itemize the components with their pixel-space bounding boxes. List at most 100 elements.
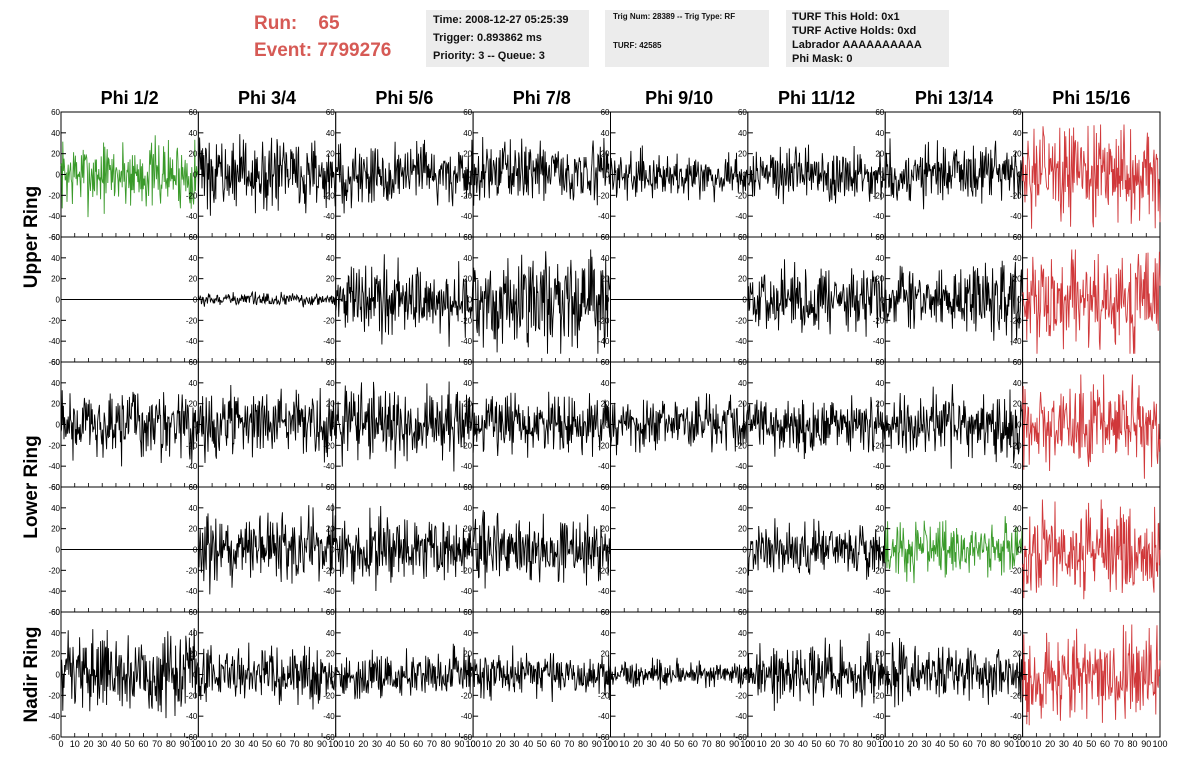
column-title: Phi 7/8 <box>513 88 571 108</box>
y-tick-label: 60 <box>326 358 335 367</box>
y-tick-label: 40 <box>51 379 60 388</box>
y-tick-label: 0 <box>56 296 61 305</box>
y-tick-label: 0 <box>468 171 473 180</box>
y-tick-label: 20 <box>738 150 747 159</box>
x-tick-label: 30 <box>509 739 519 749</box>
x-tick-label: 90 <box>317 739 327 749</box>
x-tick-label: 10 <box>482 739 492 749</box>
x-tick-label: 0 <box>745 739 750 749</box>
waveform-line <box>335 643 474 700</box>
y-tick-label: -40 <box>186 462 198 471</box>
x-tick-label: 60 <box>688 739 698 749</box>
x-tick-label: 20 <box>83 739 93 749</box>
y-tick-label: 20 <box>51 525 60 534</box>
y-tick-label: 0 <box>468 421 473 430</box>
turf-text: TURF: 42585 <box>613 41 662 50</box>
row-title: Upper Ring <box>21 186 42 288</box>
y-tick-label: 60 <box>738 608 747 617</box>
x-tick-label: 60 <box>138 739 148 749</box>
y-tick-label: 40 <box>326 129 335 138</box>
x-tick-label: 100 <box>603 739 618 749</box>
y-tick-label: -40 <box>323 712 335 721</box>
y-tick-label: -40 <box>461 712 473 721</box>
trig-num-text: Trig Num: 28389 -- Trig Type: RF <box>613 12 736 21</box>
x-tick-label: 40 <box>1073 739 1083 749</box>
x-tick-label: 20 <box>908 739 918 749</box>
y-tick-label: -60 <box>48 358 60 367</box>
y-tick-label: 20 <box>188 275 197 284</box>
column-title: Phi 3/4 <box>238 88 296 108</box>
y-tick-label: 40 <box>1013 129 1022 138</box>
y-tick-label: 0 <box>605 671 610 680</box>
y-tick-label: 40 <box>463 379 472 388</box>
x-tick-label: 80 <box>578 739 588 749</box>
y-tick-label: 0 <box>880 296 885 305</box>
y-tick-label: 40 <box>875 629 884 638</box>
x-tick-label: 70 <box>152 739 162 749</box>
y-tick-label: 20 <box>601 150 610 159</box>
x-tick-label: 60 <box>413 739 423 749</box>
y-tick-label: 0 <box>193 546 198 555</box>
y-tick-label: -20 <box>735 566 747 575</box>
y-tick-label: 20 <box>188 650 197 659</box>
y-tick-label: -20 <box>598 566 610 575</box>
y-tick-label: 0 <box>56 421 61 430</box>
y-tick-label: 60 <box>326 108 335 117</box>
waveform-line <box>884 516 1024 584</box>
y-tick-label: 40 <box>326 504 335 513</box>
y-tick-label: 40 <box>875 129 884 138</box>
x-tick-label: 50 <box>812 739 822 749</box>
y-tick-label: -20 <box>873 441 885 450</box>
x-tick-label: 100 <box>878 739 893 749</box>
x-tick-label: 30 <box>921 739 931 749</box>
y-tick-label: 60 <box>188 108 197 117</box>
y-tick-label: -40 <box>323 587 335 596</box>
y-tick-label: 40 <box>601 254 610 263</box>
y-tick-label: -40 <box>1010 462 1022 471</box>
y-tick-label: -60 <box>1010 733 1022 742</box>
waveform-line <box>1022 374 1161 479</box>
column-title: Phi 9/10 <box>645 88 713 108</box>
x-tick-label: 90 <box>454 739 464 749</box>
x-tick-label: 40 <box>111 739 121 749</box>
turf-active-holds-text: TURF Active Holds: 0xd <box>792 25 917 37</box>
y-tick-label: -20 <box>598 191 610 200</box>
x-tick-label: 10 <box>344 739 354 749</box>
y-tick-label: 20 <box>1013 400 1022 409</box>
y-tick-label: -40 <box>461 337 473 346</box>
column-title: Phi 1/2 <box>101 88 159 108</box>
x-tick-label: 30 <box>235 739 245 749</box>
y-tick-label: -60 <box>48 483 60 492</box>
y-tick-label: 60 <box>738 108 747 117</box>
x-tick-label: 90 <box>1141 739 1151 749</box>
y-tick-label: -20 <box>48 191 60 200</box>
y-tick-label: 40 <box>188 254 197 263</box>
x-tick-label: 0 <box>471 739 476 749</box>
y-tick-label: 20 <box>326 275 335 284</box>
x-tick-label: 70 <box>290 739 300 749</box>
y-tick-label: -40 <box>598 712 610 721</box>
y-tick-label: 0 <box>742 421 747 430</box>
y-tick-label: 20 <box>601 525 610 534</box>
x-tick-label: 70 <box>564 739 574 749</box>
y-tick-label: 60 <box>326 608 335 617</box>
panel-frame <box>472 111 611 238</box>
waveform-line <box>884 138 1024 210</box>
y-tick-label: 60 <box>463 108 472 117</box>
y-tick-label: -20 <box>1010 316 1022 325</box>
y-tick-label: 0 <box>1017 296 1022 305</box>
waveform-line <box>610 657 749 690</box>
run-label: Run: <box>254 13 298 34</box>
x-tick-label: 50 <box>949 739 959 749</box>
y-tick-label: 60 <box>601 233 610 242</box>
y-tick-label: 60 <box>601 608 610 617</box>
y-tick-label: 0 <box>605 296 610 305</box>
y-tick-label: 40 <box>601 629 610 638</box>
y-tick-label: -40 <box>873 712 885 721</box>
y-tick-label: -20 <box>873 691 885 700</box>
y-tick-label: 20 <box>601 275 610 284</box>
y-tick-label: 0 <box>330 671 335 680</box>
row-title: Lower Ring <box>21 435 42 538</box>
x-tick-label: 30 <box>1059 739 1069 749</box>
y-tick-label: -20 <box>186 691 198 700</box>
